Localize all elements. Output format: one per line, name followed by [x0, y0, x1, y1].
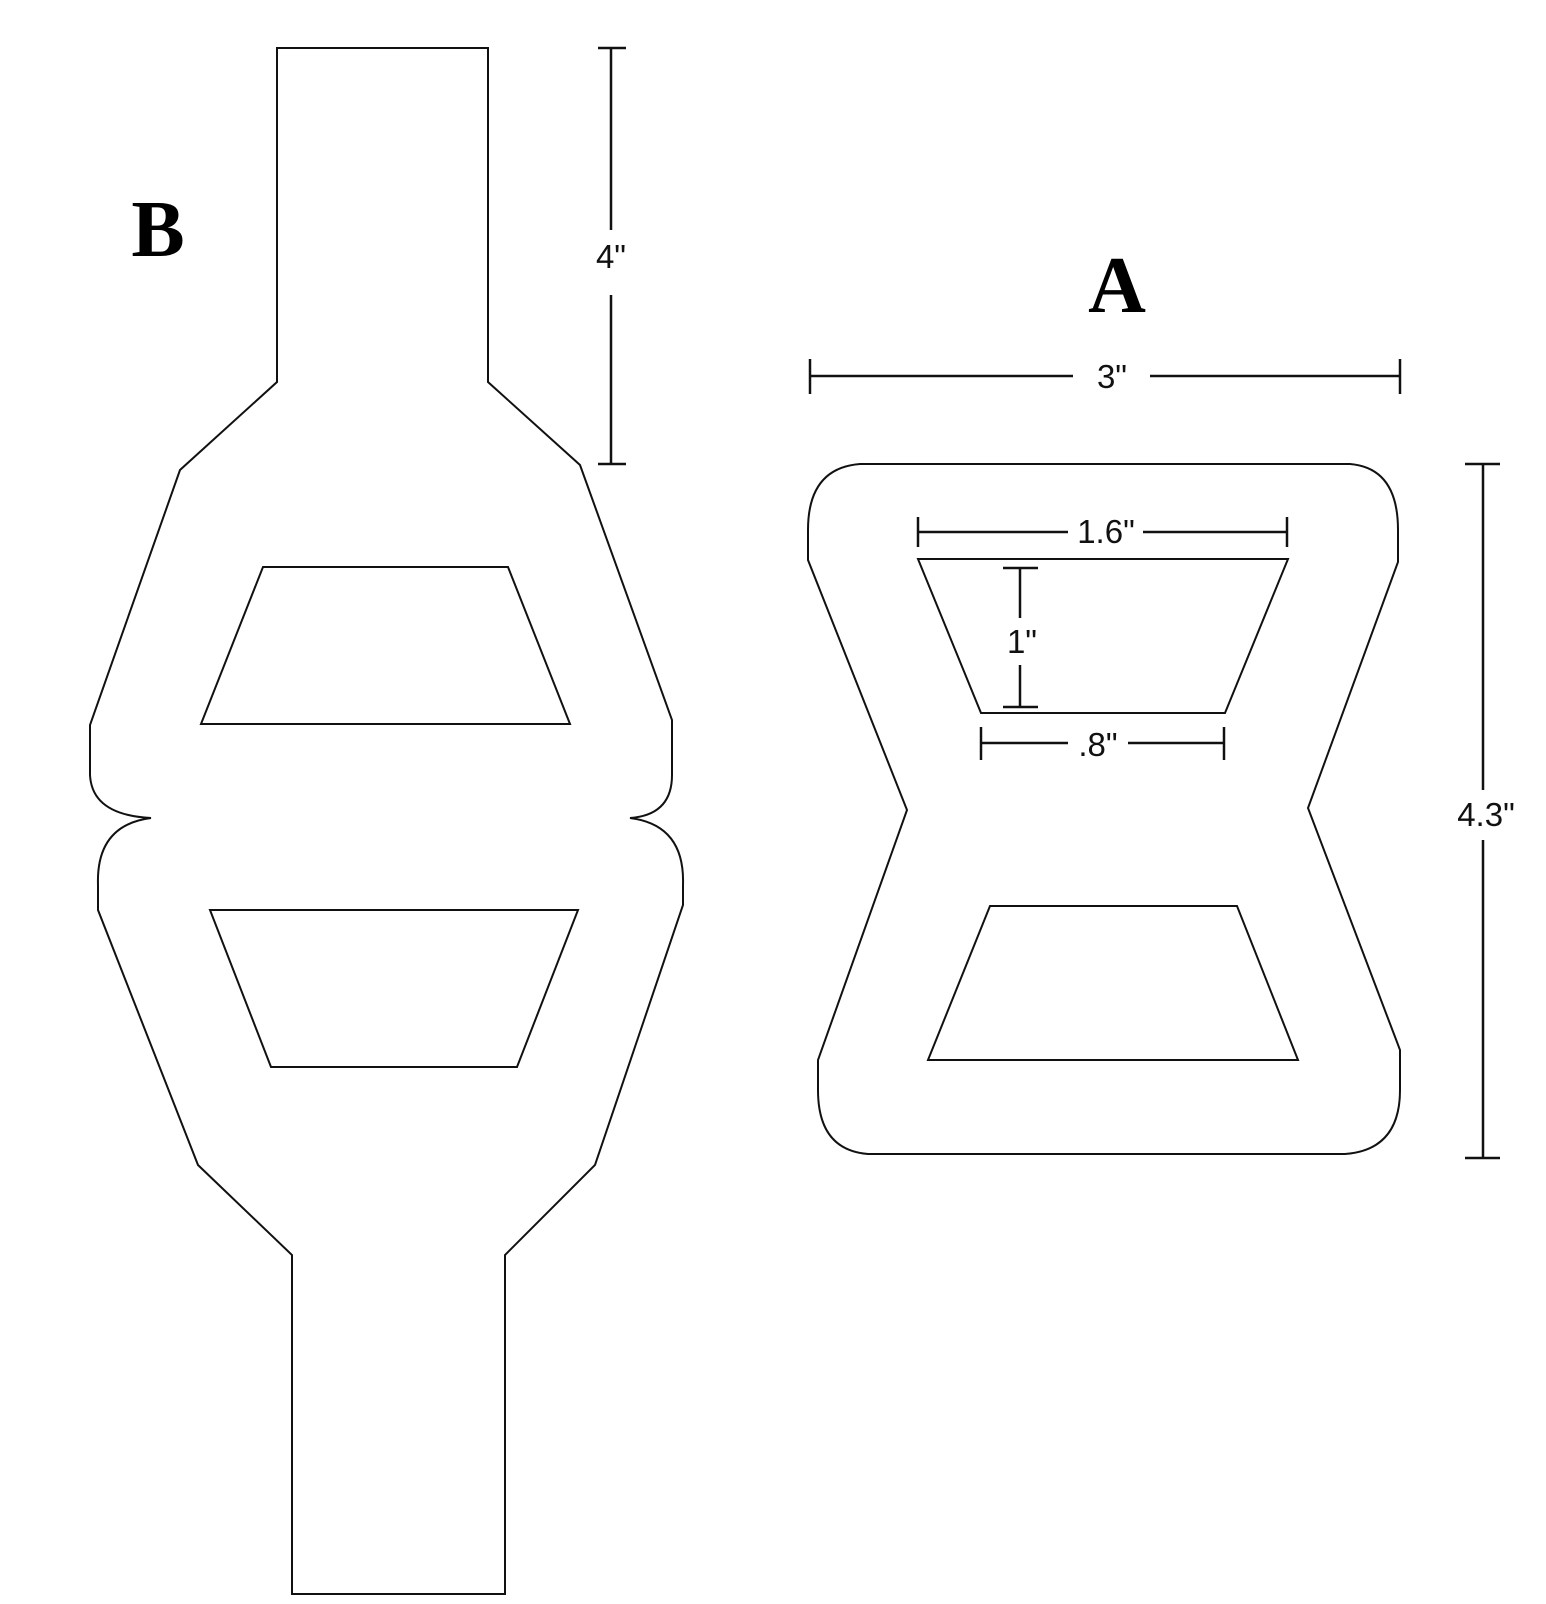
a-window-bottom-width-dimension: .8" — [979, 726, 1226, 763]
a-height-label: 4.3" — [1457, 796, 1515, 833]
piece-b-lower-window — [208, 909, 580, 1068]
panel-label-b: B — [131, 186, 184, 274]
a-width-label: 3" — [1097, 358, 1127, 395]
a-height-dimension: 4.3" — [1457, 462, 1515, 1160]
a-window-top-width-dimension: 1.6" — [916, 513, 1289, 550]
piece-a — [807, 463, 1401, 1155]
b-tab-height-dimension: 4" — [596, 46, 626, 466]
piece-b-upper-window — [199, 566, 572, 725]
b-tab-height-label: 4" — [596, 238, 626, 275]
piece-b-outline — [89, 47, 685, 1595]
piece-a-upper-window — [916, 558, 1290, 714]
piece-a-lower-window — [926, 905, 1300, 1061]
piece-b — [89, 47, 685, 1595]
panel-label-a: A — [1088, 242, 1146, 330]
a-window-top-width-label: 1.6" — [1077, 513, 1135, 550]
piece-a-outline — [807, 463, 1401, 1155]
a-width-dimension: 3" — [808, 358, 1402, 395]
a-window-bottom-width-label: .8" — [1078, 726, 1117, 763]
a-window-height-dimension: 1" — [1003, 566, 1038, 709]
a-window-height-label: 1" — [1007, 623, 1037, 660]
